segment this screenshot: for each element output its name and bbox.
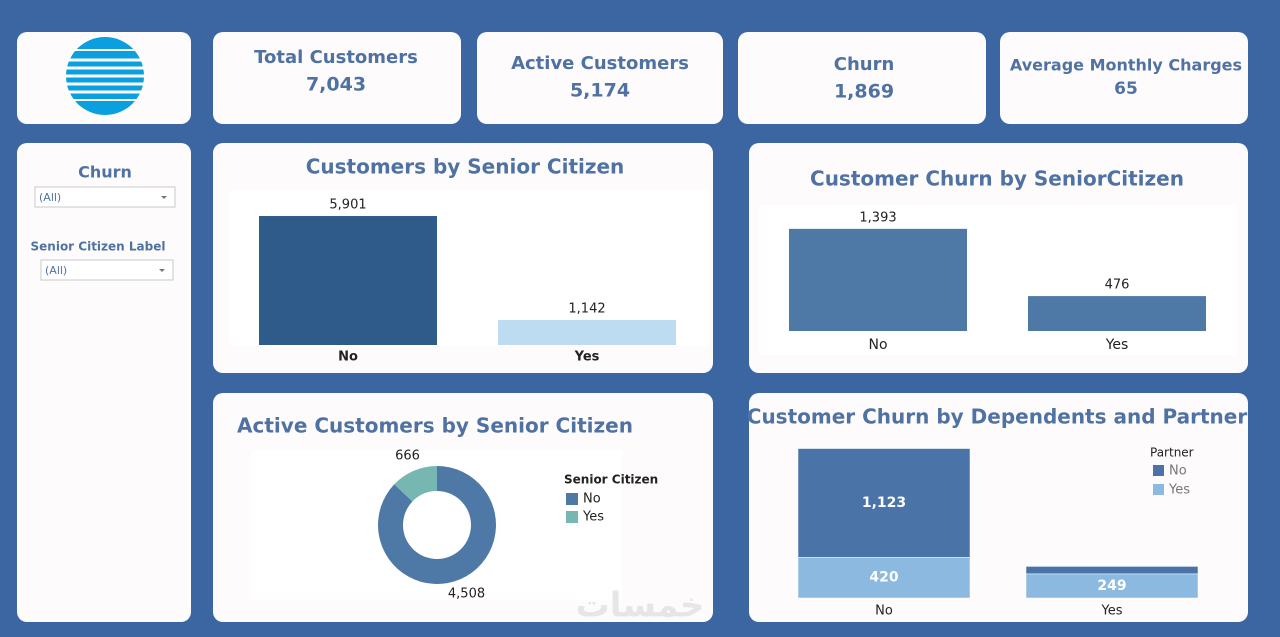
donut-slice <box>378 466 497 584</box>
data-label: 1,142 <box>568 302 605 317</box>
legend-label: No <box>583 492 601 507</box>
kpi-card <box>1000 32 1248 124</box>
data-label: 249 <box>1097 578 1126 594</box>
legend-swatch <box>566 511 578 523</box>
x-tick-label: Yes <box>574 350 600 365</box>
legend-swatch <box>566 493 578 505</box>
data-label: 4,508 <box>448 586 485 601</box>
chart-title: Customers by Senior Citizen <box>306 155 625 179</box>
x-tick-label: Yes <box>1105 337 1129 353</box>
x-tick-label: No <box>338 350 358 365</box>
dropdown[interactable]: (All) <box>40 259 174 281</box>
kpi-title: Active Customers <box>511 53 689 74</box>
kpi-title: Churn <box>834 54 895 75</box>
bar-segment <box>1025 566 1199 575</box>
chart-title: Customer Churn by SeniorCitizen <box>810 167 1184 191</box>
legend-label: Yes <box>1168 483 1190 498</box>
bar-segment <box>797 448 971 558</box>
kpi-title: Average Monthly Charges <box>1010 56 1242 75</box>
filter-card <box>17 143 191 622</box>
bar-segment <box>797 557 971 599</box>
data-label: 666 <box>395 449 420 464</box>
x-tick-label: No <box>868 337 887 353</box>
bar <box>1028 296 1206 331</box>
kpi-value: 1,869 <box>834 81 894 103</box>
watermark: خمسات <box>576 586 705 626</box>
x-tick-label: No <box>875 604 893 619</box>
bar <box>789 228 967 331</box>
filter-label: Churn <box>78 163 132 182</box>
data-label: 1,393 <box>859 210 896 225</box>
chart-title: Active Customers by Senior Citizen <box>237 414 633 438</box>
logo <box>66 37 144 115</box>
bar-segment <box>1025 573 1199 599</box>
data-label: 1,123 <box>862 495 906 511</box>
legend-title: Partner <box>1150 446 1194 460</box>
legend-title: Senior Citizen <box>564 473 658 487</box>
donut-slice <box>394 466 437 502</box>
kpi-value: 65 <box>1114 79 1138 99</box>
data-label: 420 <box>869 570 898 586</box>
chart-title: Customer Churn by Dependents and Partner <box>747 405 1248 429</box>
bar <box>259 216 437 345</box>
kpi-card <box>477 32 723 124</box>
bar <box>498 320 676 345</box>
dropdown[interactable]: (All) <box>34 186 176 208</box>
dropdown-value: (All) <box>45 264 67 277</box>
legend-swatch <box>1153 484 1164 495</box>
x-tick-label: Yes <box>1101 604 1123 619</box>
legend-swatch <box>1153 465 1164 476</box>
kpi-value: 5,174 <box>570 80 630 102</box>
legend-label: Yes <box>582 510 604 525</box>
kpi-value: 7,043 <box>306 74 366 96</box>
dropdown-value: (All) <box>39 191 61 204</box>
kpi-card <box>213 32 461 124</box>
filter-label: Senior Citizen Label <box>31 240 166 254</box>
data-label: 5,901 <box>329 198 366 213</box>
kpi-title: Total Customers <box>254 47 418 68</box>
data-label: 476 <box>1105 278 1130 293</box>
legend-label: No <box>1169 464 1187 479</box>
kpi-card <box>738 32 986 124</box>
